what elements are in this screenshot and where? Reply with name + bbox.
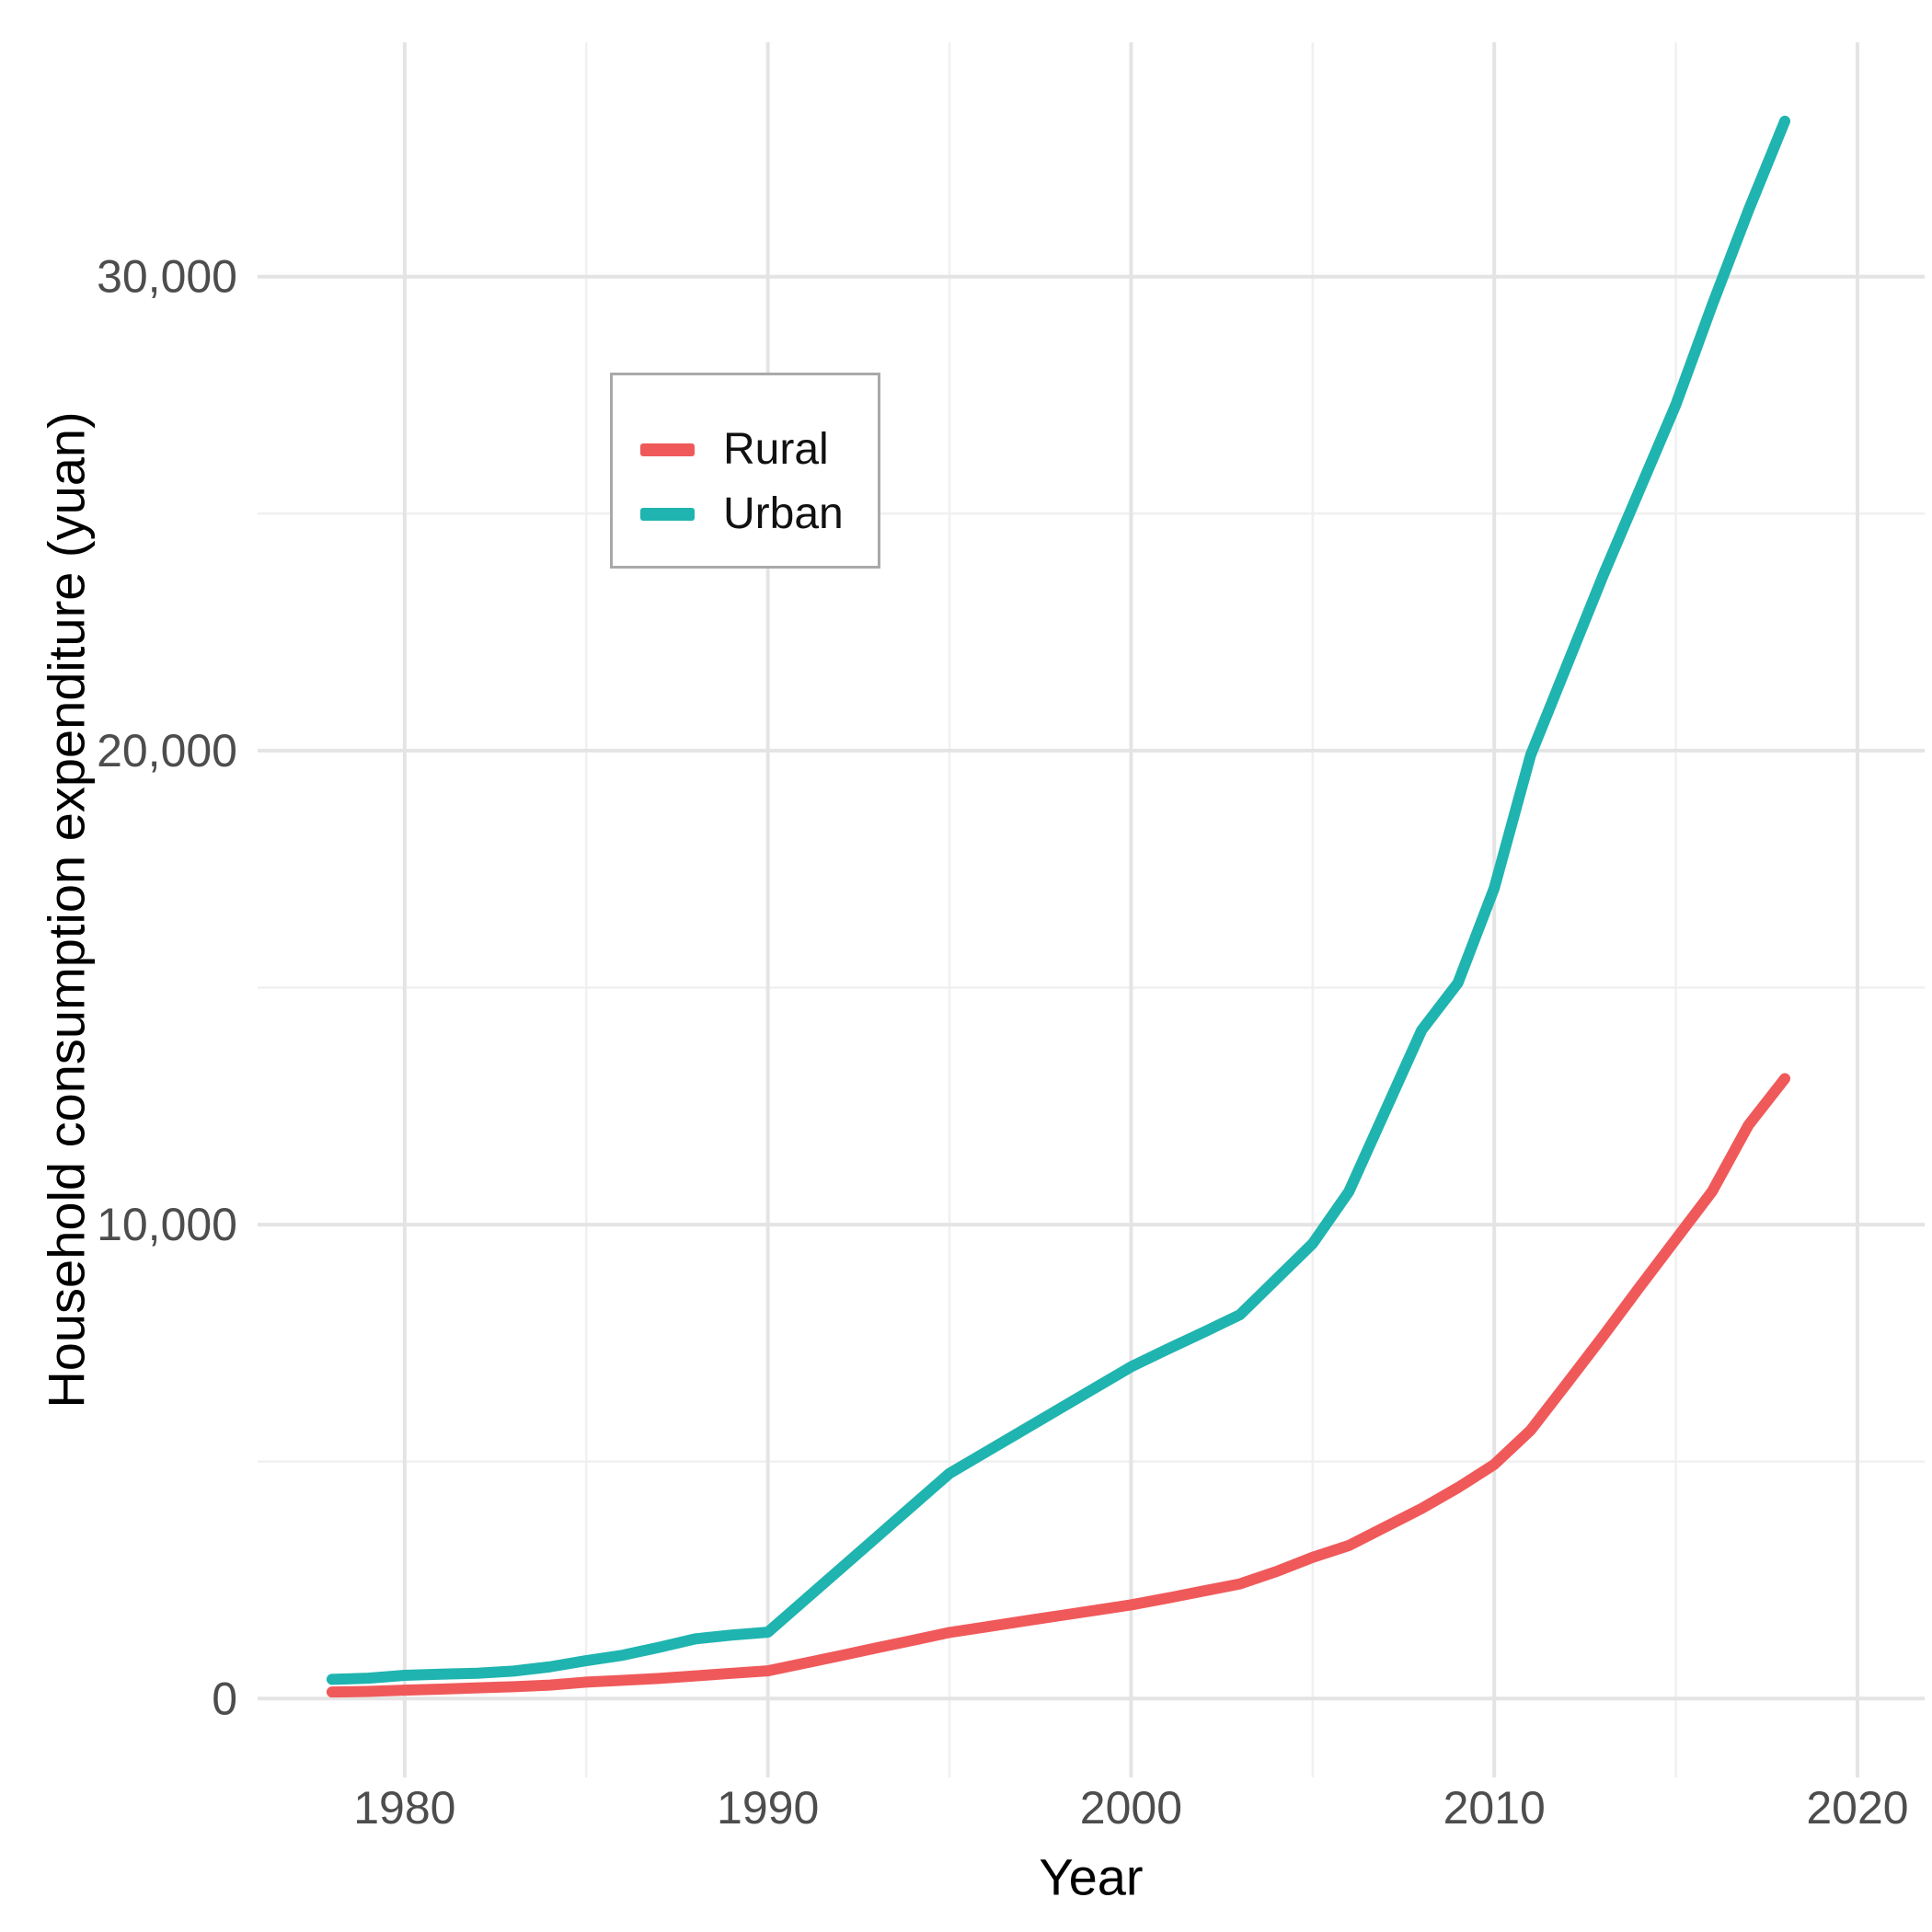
y-tick-label: 20,000 <box>97 725 237 776</box>
urban-line <box>326 115 1791 1685</box>
y-tick-label: 10,000 <box>97 1199 237 1250</box>
y-axis-title: Household consumption expenditure (yuan) <box>37 411 96 1409</box>
y-tick-label: 30,000 <box>97 251 237 303</box>
urban-line-swatch-icon <box>640 507 695 521</box>
legend-label-urban: Urban <box>723 489 844 538</box>
x-tick-label: 1980 <box>353 1782 455 1834</box>
x-tick-label: 2020 <box>1806 1782 1908 1834</box>
rural-line <box>326 1073 1791 1698</box>
x-tick-label: 1990 <box>717 1782 819 1834</box>
legend-row-urban: Urban <box>640 482 878 546</box>
y-tick-label: 0 <box>212 1673 237 1724</box>
legend-label-rural: Rural <box>723 424 829 474</box>
legend-box: Rural Urban <box>610 373 880 569</box>
x-tick-label: 2010 <box>1443 1782 1546 1834</box>
x-tick-label: 2000 <box>1080 1782 1182 1834</box>
x-axis-title: Year <box>1039 1847 1144 1906</box>
legend-row-rural: Rural <box>640 418 878 482</box>
rural-line-swatch-icon <box>640 443 695 456</box>
